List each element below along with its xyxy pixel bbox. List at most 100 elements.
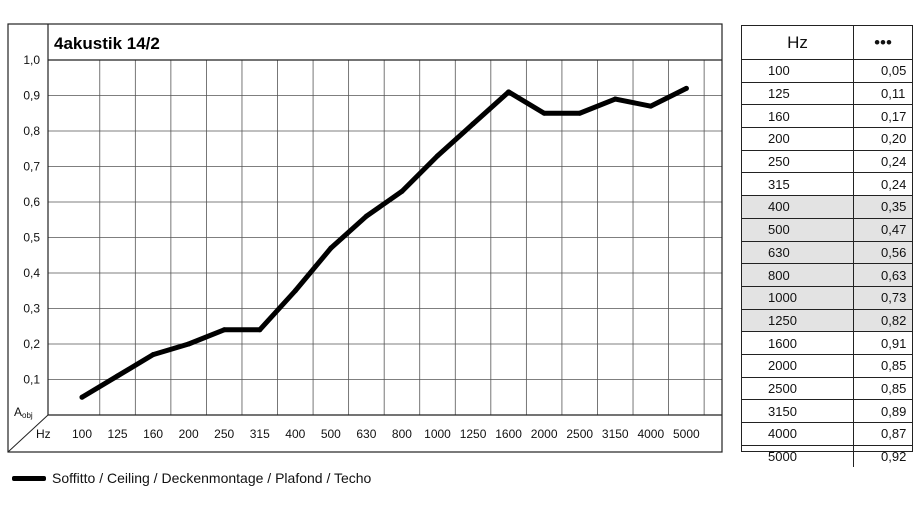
table-header-row: Hz ••• bbox=[742, 26, 912, 60]
table-row: 1600 0,91 bbox=[742, 331, 912, 355]
table-cell-value: 0,85 bbox=[853, 354, 912, 378]
table-row: 1250 0,82 bbox=[742, 309, 912, 333]
table-cell-hz: 1250 bbox=[742, 309, 854, 333]
table-cell-hz: 400 bbox=[742, 195, 854, 219]
data-point bbox=[470, 121, 476, 127]
data-point bbox=[612, 96, 618, 102]
table-cell-hz: 630 bbox=[742, 241, 854, 265]
x-tick-label: 4000 bbox=[637, 427, 664, 441]
data-point bbox=[328, 245, 334, 251]
table-row: 200 0,20 bbox=[742, 127, 912, 151]
table-row: 1000 0,73 bbox=[742, 286, 912, 310]
x-tick-label: 1000 bbox=[424, 427, 451, 441]
x-tick-labels: 100 125 160 200 250 315 400 500 630 800 1000 1250 16… bbox=[72, 427, 700, 441]
table-row: 3150 0,89 bbox=[742, 399, 912, 423]
table-cell-value: 0,17 bbox=[853, 104, 912, 129]
data-point bbox=[79, 394, 85, 400]
data-point bbox=[577, 110, 583, 116]
data-point bbox=[648, 103, 654, 109]
table-cell-hz: 500 bbox=[742, 218, 854, 242]
x-tick-label: 1250 bbox=[460, 427, 487, 441]
x-tick-label: 100 bbox=[72, 427, 92, 441]
table-cell-value: 0,35 bbox=[853, 195, 912, 219]
outer-frame bbox=[7, 23, 723, 453]
table-cell-hz: 100 bbox=[742, 59, 854, 83]
x-tick-label: 500 bbox=[321, 427, 341, 441]
table-row: 2000 0,85 bbox=[742, 354, 912, 378]
y-tick-label: 0,4 bbox=[23, 266, 40, 280]
y-tick-labels: 0,1 0,2 0,3 0,4 0,5 0,6 0,7 0,8 0,9 1,0 bbox=[23, 53, 40, 387]
y-tick-label: 0,9 bbox=[23, 89, 40, 103]
table-body: 100 0,05 125 0,11 160 0,17 200 0,20 250 0,24 315 0,… bbox=[742, 59, 912, 468]
header-hz: Hz bbox=[742, 26, 854, 60]
data-point bbox=[541, 110, 547, 116]
x-tick-label: 160 bbox=[143, 427, 163, 441]
table-cell-value: 0,24 bbox=[853, 150, 912, 174]
chart-title: 4akustik 14/2 bbox=[54, 34, 160, 53]
chart-grid bbox=[48, 59, 722, 415]
y-tick-label: 0,6 bbox=[23, 195, 40, 209]
table-cell-hz: 200 bbox=[742, 127, 854, 151]
y-tick-label: 0,2 bbox=[23, 337, 40, 351]
table-row: 630 0,56 bbox=[742, 241, 912, 265]
x-tick-label: 250 bbox=[214, 427, 234, 441]
table-cell-hz: 250 bbox=[742, 150, 854, 174]
x-tick-label: 2500 bbox=[566, 427, 593, 441]
y-axis-label-main: A bbox=[14, 405, 22, 419]
data-point bbox=[292, 288, 298, 294]
table-row: 400 0,35 bbox=[742, 195, 912, 219]
table-cell-hz: 3150 bbox=[742, 399, 854, 423]
table-cell-hz: 2000 bbox=[742, 354, 854, 378]
y-axis-label-sub: obj bbox=[22, 411, 33, 420]
table-cell-value: 0,85 bbox=[853, 377, 912, 401]
data-point bbox=[399, 188, 405, 194]
x-tick-label: 3150 bbox=[602, 427, 629, 441]
table-cell-value: 0,11 bbox=[853, 82, 912, 106]
y-tick-label: 0,8 bbox=[23, 124, 40, 138]
table-row: 125 0,11 bbox=[742, 82, 912, 106]
x-tick-label: 2000 bbox=[531, 427, 558, 441]
y-tick-label: 1,0 bbox=[23, 53, 40, 67]
values-table: Hz ••• 100 0,05 125 0,11 160 0,17 200 0,20 250 0,… bbox=[742, 26, 912, 468]
table-cell-value: 0,47 bbox=[853, 218, 912, 242]
table-cell-hz: 800 bbox=[742, 263, 854, 287]
absorption-table: Hz ••• 100 0,05 125 0,11 160 0,17 200 0,20 250 0,… bbox=[741, 25, 913, 468]
y-tick-label: 0,7 bbox=[23, 160, 40, 174]
x-tick-label: 630 bbox=[356, 427, 376, 441]
chart-legend: Soffitto / Ceiling / Deckenmontage / Pla… bbox=[12, 468, 371, 488]
x-tick-label: 125 bbox=[108, 427, 128, 441]
x-tick-label: 400 bbox=[285, 427, 305, 441]
table-row: 2500 0,85 bbox=[742, 377, 912, 401]
table-cell-value: 0,82 bbox=[853, 309, 912, 333]
table-row: 315 0,24 bbox=[742, 172, 912, 197]
table-cell-hz: 4000 bbox=[742, 422, 854, 446]
table-cell-hz: 125 bbox=[742, 82, 854, 106]
x-tick-label: 200 bbox=[179, 427, 199, 441]
data-point bbox=[186, 341, 192, 347]
y-tick-label: 0,3 bbox=[23, 302, 40, 316]
table-row: 4000 0,87 bbox=[742, 422, 912, 446]
table-cell-value: 0,73 bbox=[853, 286, 912, 310]
data-point bbox=[683, 85, 689, 91]
table-row: 250 0,24 bbox=[742, 150, 912, 174]
x-tick-label: 315 bbox=[250, 427, 270, 441]
data-point bbox=[150, 352, 156, 358]
x-axis-label: Hz bbox=[36, 427, 51, 441]
y-tick-label: 0,5 bbox=[23, 231, 40, 245]
table-cell-hz: 160 bbox=[742, 104, 854, 129]
table-row: 500 0,47 bbox=[742, 218, 912, 242]
table-row: 5000 0,92 bbox=[742, 445, 912, 468]
x-tick-label: 1600 bbox=[495, 427, 522, 441]
table-cell-hz: 5000 bbox=[742, 445, 854, 468]
x-tick-label: 800 bbox=[392, 427, 412, 441]
table-cell-value: 0,63 bbox=[853, 263, 912, 287]
data-point bbox=[221, 327, 227, 333]
header-value: ••• bbox=[853, 26, 912, 60]
data-point bbox=[115, 373, 121, 379]
data-point bbox=[257, 327, 263, 333]
table-cell-value: 0,87 bbox=[853, 422, 912, 446]
y-axis-label: Aobj bbox=[14, 405, 33, 420]
legend-swatch bbox=[12, 475, 46, 481]
corner-diagonal bbox=[7, 414, 49, 453]
series-layer bbox=[79, 85, 689, 400]
